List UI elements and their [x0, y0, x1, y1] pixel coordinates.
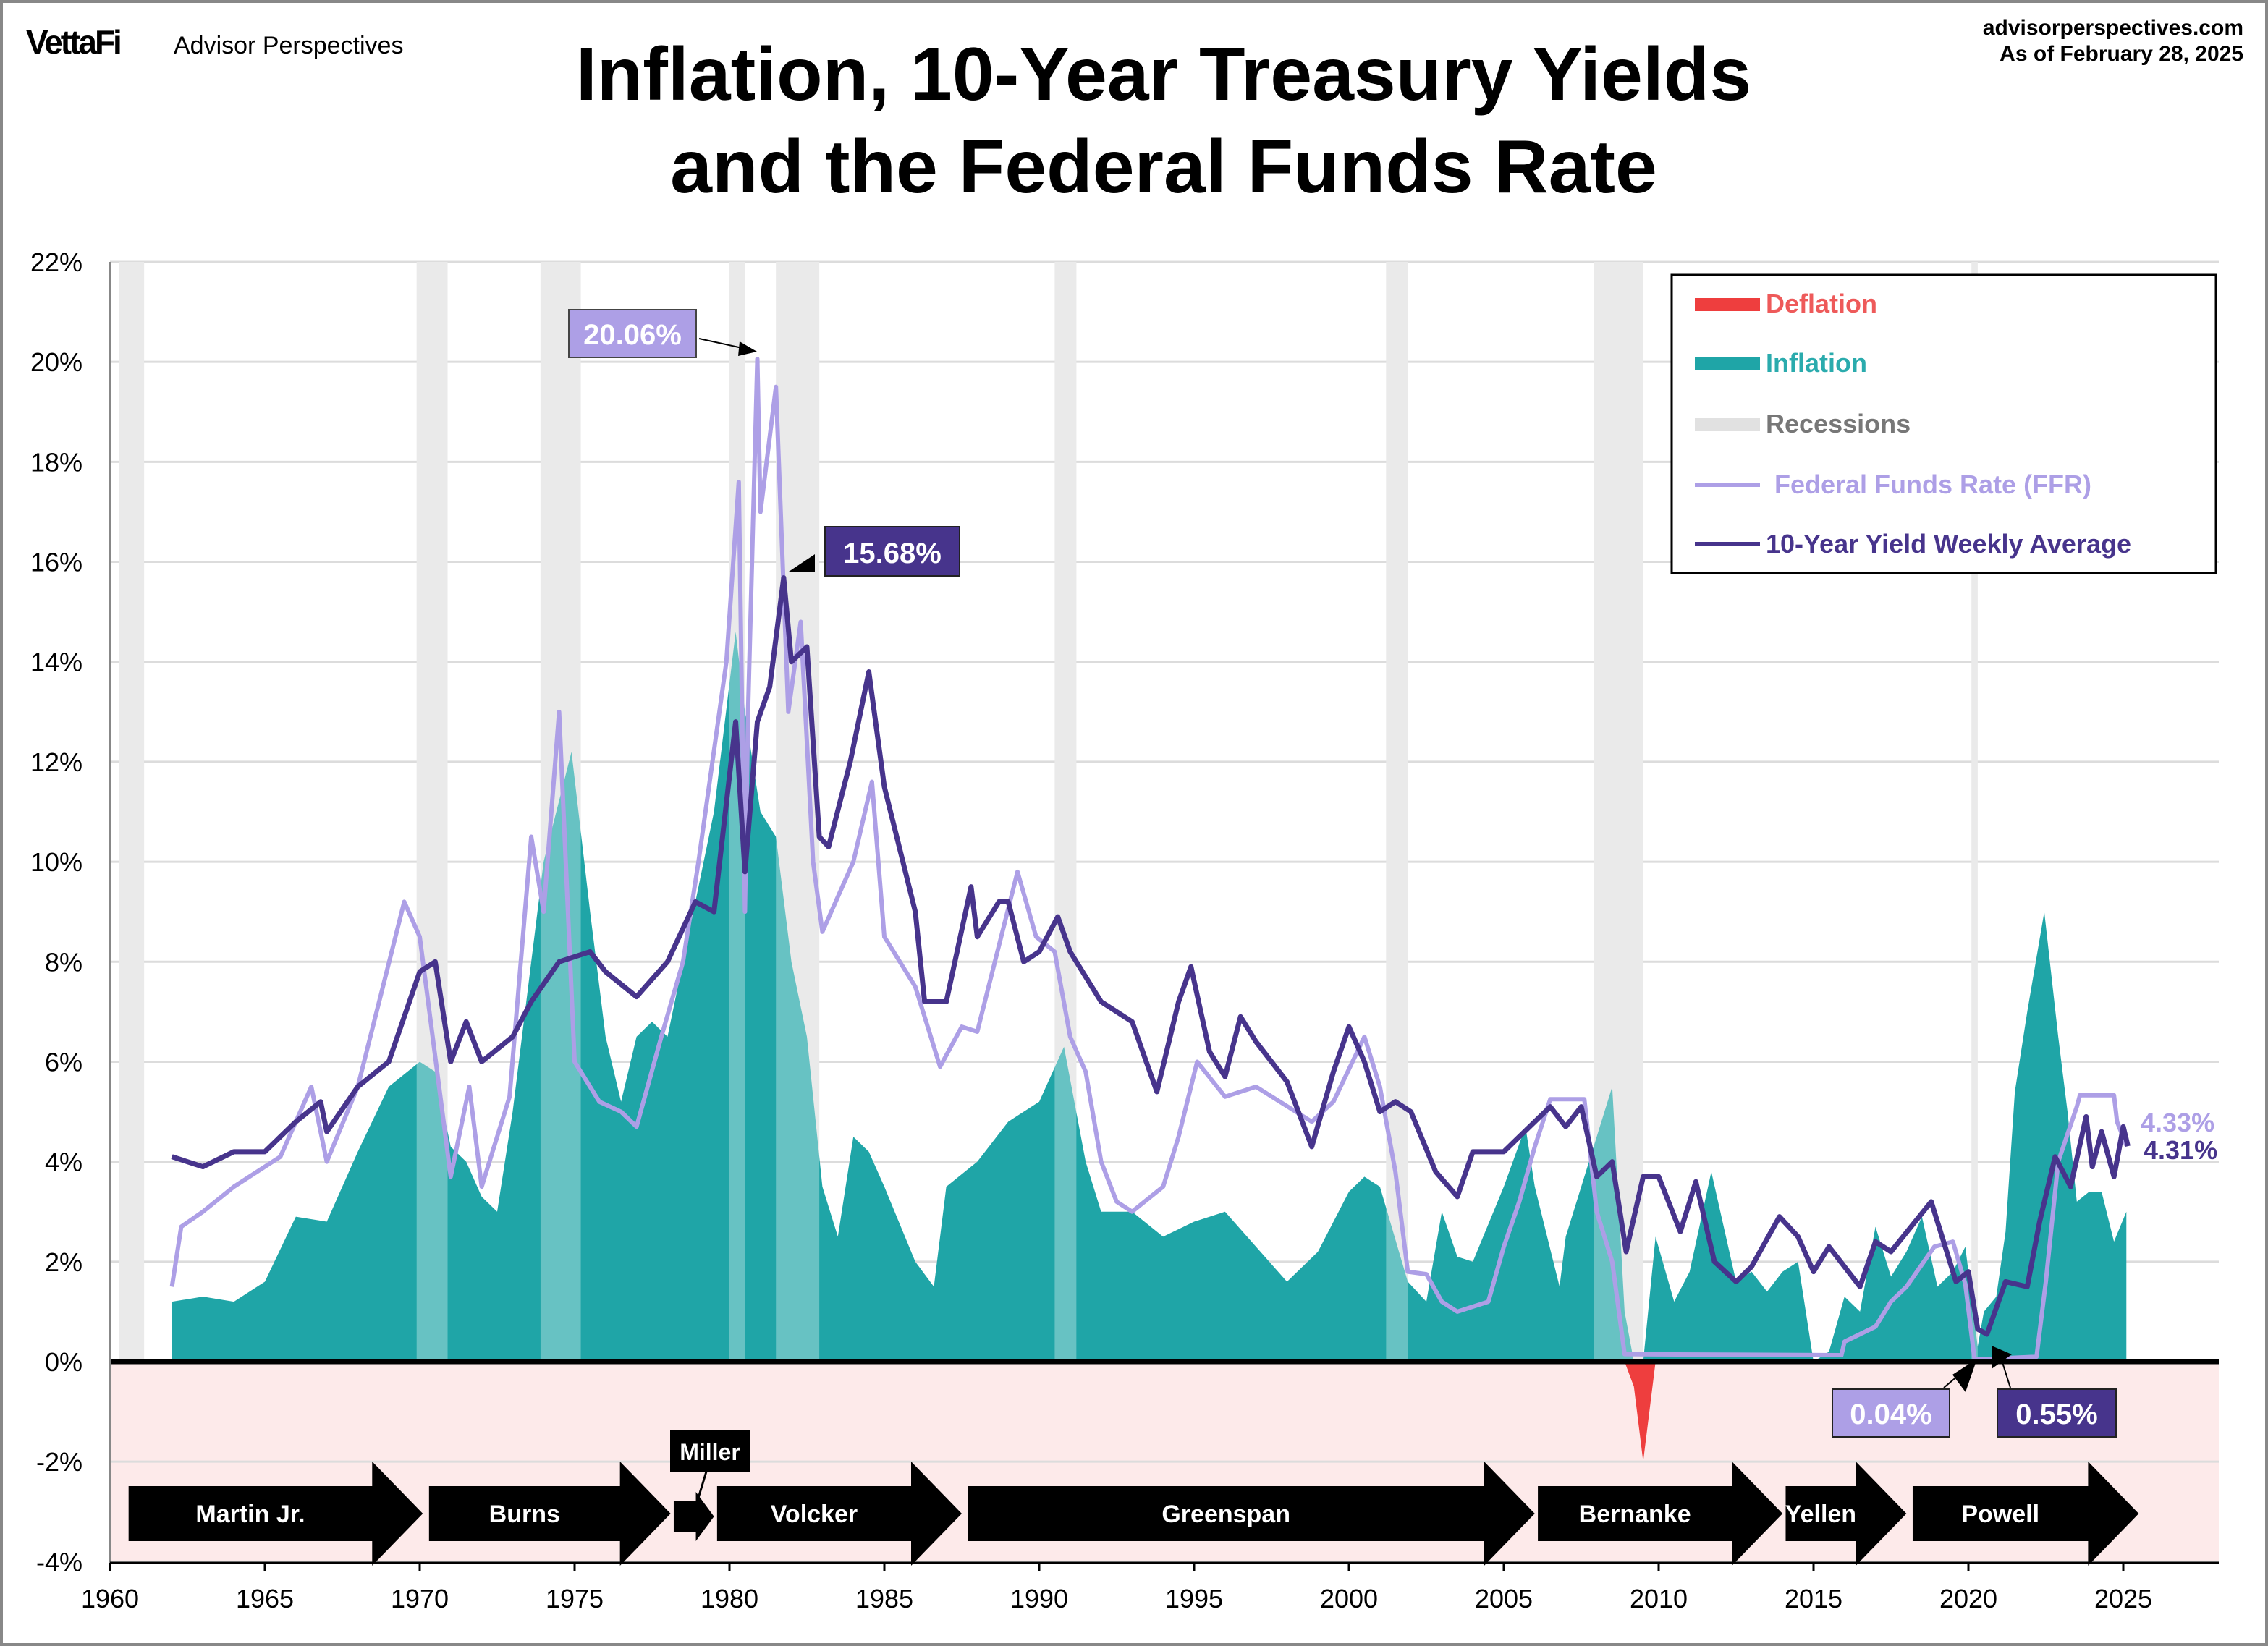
y-tick-label: -4%	[36, 1547, 82, 1577]
x-tick-label: 2005	[1475, 1584, 1533, 1613]
recession-overlay	[1054, 262, 1077, 1362]
y-tick-label: 20%	[30, 347, 82, 377]
inflation-area	[172, 632, 2127, 1362]
x-tick-label: 1960	[81, 1584, 139, 1613]
annotation-ten-year-low-label: 0.55%	[2015, 1399, 2097, 1430]
legend-label-ffr: Federal Funds Rate (FFR)	[1774, 470, 2091, 499]
x-tick-label: 2025	[2094, 1584, 2152, 1613]
fed-chair-arrow	[1912, 1462, 2139, 1566]
y-tick-label: 0%	[45, 1347, 82, 1377]
x-tick-label: 2010	[1630, 1584, 1688, 1613]
logo: VettaFi	[26, 23, 120, 61]
fed-chair-arrow	[716, 1462, 962, 1566]
fed-chair-label: Burns	[489, 1501, 560, 1528]
ffr-line	[169, 357, 2129, 1362]
annotation-ffr-low: 0.04%	[1832, 1359, 1977, 1438]
ffr-last-value: 4.33%	[2141, 1108, 2214, 1137]
fed-chair-label: Yellen	[1785, 1501, 1856, 1528]
legend-label-inflation: Inflation	[1766, 348, 1867, 378]
recession-band	[1971, 262, 1978, 1362]
fed-chair-label: Powell	[1961, 1501, 2039, 1528]
legend-swatch-inflation	[1695, 357, 1760, 370]
annotation-ffr-peak-label: 20.06%	[583, 319, 682, 351]
x-tick-label: 1970	[391, 1584, 449, 1613]
fed-chair-arrow	[128, 1462, 423, 1566]
fed-chair-label: Martin Jr.	[195, 1501, 305, 1528]
as-of-date: As of February 28, 2025	[2000, 42, 2243, 66]
recession-overlay	[776, 262, 820, 1362]
annotation-ten-year-low: 0.55%	[1992, 1346, 2117, 1438]
fed-chair-arrow	[1538, 1462, 1783, 1566]
y-tick-label: 16%	[30, 548, 82, 577]
annotation-ffr-peak: 20.06%	[568, 309, 757, 358]
chart-title-line1: Inflation, 10-Year Treasury Yields	[576, 33, 1751, 116]
x-tick-label: 1990	[1010, 1584, 1068, 1613]
recession-overlay	[1971, 262, 1978, 1362]
fed-chair-label: Bernanke	[1579, 1501, 1691, 1528]
fed-chair-label: Greenspan	[1161, 1501, 1290, 1528]
legend-label-deflation: Deflation	[1766, 289, 1877, 318]
brand: Advisor Perspectives	[174, 32, 403, 59]
ten-year-last-value: 4.31%	[2144, 1135, 2217, 1165]
x-tick-label: 1985	[855, 1584, 913, 1613]
recession-overlay	[1594, 262, 1643, 1362]
y-tick-label: 22%	[30, 247, 82, 277]
x-tick-label: 2015	[1785, 1584, 1842, 1613]
x-tick-label: 1995	[1165, 1584, 1223, 1613]
legend-swatch-recessions	[1695, 418, 1760, 431]
y-tick-label: 14%	[30, 648, 82, 677]
y-tick-label: 2%	[45, 1247, 82, 1277]
fed-chair-arrow	[1785, 1462, 1907, 1566]
x-tick-label: 1965	[236, 1584, 294, 1613]
y-tick-label: 8%	[45, 947, 82, 977]
fed-chair-arrow	[428, 1462, 671, 1566]
annotation-ten-year-peak-label: 15.68%	[843, 538, 942, 569]
legend-label-ten-year: 10-Year Yield Weekly Average	[1766, 529, 2131, 559]
y-tick-label: 10%	[30, 847, 82, 877]
y-tick-label: 12%	[30, 747, 82, 777]
y-tick-label: 4%	[45, 1147, 82, 1177]
y-tick-label: 18%	[30, 447, 82, 477]
fed-chair-pointer	[695, 1471, 708, 1506]
x-tick-label: 1980	[701, 1584, 758, 1613]
ten-year-line	[171, 575, 2131, 1337]
deflation-area	[172, 1362, 2127, 1462]
x-tick-label: 2020	[1939, 1584, 1997, 1613]
y-tick-label: -2%	[36, 1447, 82, 1477]
annotation-ten-year-peak: 15.68%	[789, 526, 960, 577]
fed-chair-label: Miller	[680, 1439, 740, 1465]
recession-overlay	[119, 262, 145, 1362]
legend-swatch-deflation	[1695, 298, 1760, 311]
y-tick-label: 6%	[45, 1047, 82, 1077]
recession-overlay	[416, 262, 448, 1362]
recession-overlay	[540, 262, 581, 1362]
fed-chair-arrow	[968, 1462, 1535, 1566]
recession-band	[119, 262, 145, 1362]
fed-chair-label: Volcker	[771, 1501, 858, 1528]
legend-label-recessions: Recessions	[1766, 409, 1911, 438]
chart-title-line2: and the Federal Funds Rate	[670, 125, 1657, 209]
fed-chair-arrow	[673, 1492, 714, 1541]
x-tick-label: 2000	[1320, 1584, 1378, 1613]
site-url: advisorperspectives.com	[1983, 16, 2243, 40]
fed-chair-label-box	[670, 1430, 750, 1472]
annotation-ffr-low-label: 0.04%	[1850, 1399, 1931, 1430]
x-tick-label: 1975	[546, 1584, 604, 1613]
legend-box	[1670, 273, 2217, 574]
legend: Deflation Inflation Recessions Federal F…	[1670, 273, 2217, 574]
